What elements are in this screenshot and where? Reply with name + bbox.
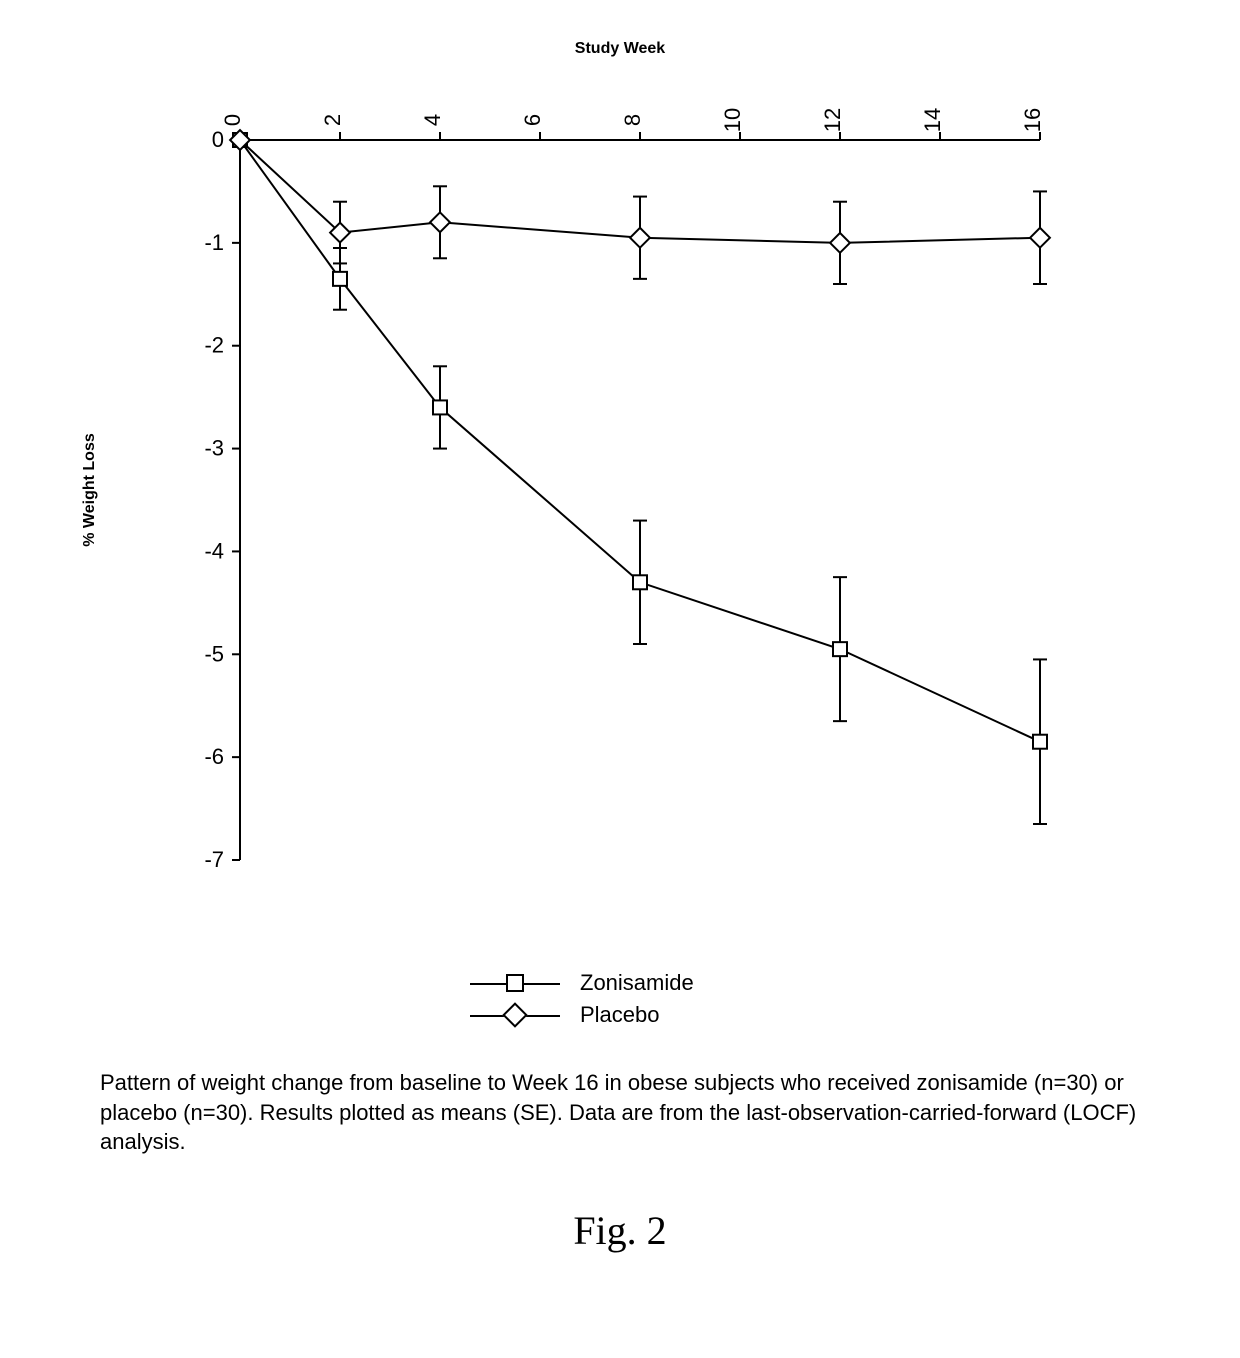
svg-text:10: 10 (720, 108, 745, 132)
svg-text:-3: -3 (204, 436, 224, 461)
svg-text:14: 14 (920, 108, 945, 132)
figure: Study Week % Weight Loss 0 2 4 6 8 10 12 14 16 0 -… (40, 40, 1200, 1254)
legend-item-zonisamide: Zonisamide (470, 970, 770, 996)
chart-area: Study Week % Weight Loss 02468101214160-… (120, 40, 1120, 940)
svg-text:0: 0 (212, 127, 224, 152)
svg-text:-7: -7 (204, 847, 224, 872)
svg-text:6: 6 (520, 114, 545, 126)
legend-label: Placebo (580, 1002, 660, 1028)
svg-text:4: 4 (420, 114, 445, 126)
legend-marker-square (470, 973, 560, 993)
y-axis-title: % Weight Loss (81, 433, 99, 547)
svg-text:-2: -2 (204, 333, 224, 358)
svg-text:-1: -1 (204, 230, 224, 255)
legend-marker-diamond (470, 1005, 560, 1025)
svg-text:12: 12 (820, 108, 845, 132)
legend-item-placebo: Placebo (470, 1002, 770, 1028)
legend-label: Zonisamide (580, 970, 694, 996)
figure-label: Fig. 2 (40, 1207, 1200, 1254)
svg-text:0: 0 (220, 114, 245, 126)
figure-caption: Pattern of weight change from baseline t… (100, 1068, 1140, 1157)
svg-text:-5: -5 (204, 641, 224, 666)
svg-text:16: 16 (1020, 108, 1045, 132)
svg-text:8: 8 (620, 114, 645, 126)
legend: Zonisamide Placebo (470, 970, 770, 1028)
svg-text:-6: -6 (204, 744, 224, 769)
svg-text:2: 2 (320, 114, 345, 126)
x-axis-title: Study Week (120, 40, 1120, 58)
svg-text:-4: -4 (204, 538, 224, 563)
chart-svg: 0 2 4 6 8 10 12 14 16 0 -1 -2 -3 -4 -5 -6 -7 (120, 40, 1120, 940)
